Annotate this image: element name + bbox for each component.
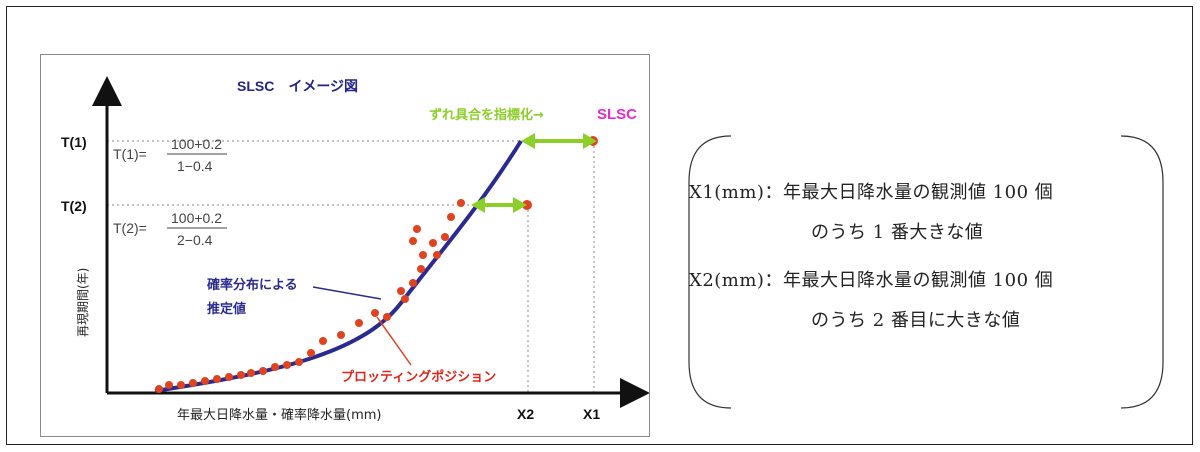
note-x1-definition-cont: のうち 1 番大きな値 (811, 222, 984, 243)
data-point (271, 363, 279, 371)
data-point (401, 295, 409, 303)
data-point (441, 233, 449, 241)
data-point (417, 265, 425, 273)
data-point (177, 381, 185, 389)
data-point (409, 237, 417, 245)
points-label-pointer (376, 316, 412, 366)
data-point (419, 251, 427, 259)
data-point (237, 371, 245, 379)
data-point (337, 331, 345, 339)
t2-denominator: 2−0.4 (177, 232, 213, 248)
curve-label-pointer (312, 286, 382, 300)
t1-axis-label: T(1) (61, 134, 87, 150)
curve-label-line2: 推定値 (207, 301, 246, 317)
data-point (307, 349, 315, 357)
guide-lines (107, 140, 595, 393)
data-point (397, 287, 405, 295)
data-point (201, 377, 209, 385)
figure-title: SLSC イメージ図 (237, 78, 358, 94)
data-point (189, 379, 197, 387)
probability-distribution-curve (154, 139, 523, 393)
data-point (413, 225, 421, 233)
y-axis-label: 再現期間(年) (76, 268, 90, 337)
data-point (447, 213, 455, 221)
t1-formula-lhs: T(1)= (113, 146, 147, 162)
data-point (295, 358, 303, 366)
data-point (155, 385, 163, 393)
note-x2-definition-cont: のうち 2 番目に大きな値 (811, 310, 1021, 331)
note-brackets (688, 135, 1164, 409)
plotting-points (155, 136, 598, 393)
data-point (433, 251, 441, 259)
definition-note: X1(mm)：年最大日降水量の観測値 100 個 のうち 1 番大きな値 X2(… (683, 132, 1183, 412)
data-point (383, 313, 391, 321)
left-bracket (688, 135, 732, 409)
x2-tick: X2 (517, 406, 534, 422)
t2-formula-lhs: T(2)= (113, 220, 147, 236)
data-point (259, 367, 267, 375)
x1-tick: X1 (583, 406, 600, 422)
t1-denominator: 1−0.4 (177, 158, 213, 174)
t1-numerator: 100+0.2 (171, 136, 222, 152)
data-point (165, 381, 173, 389)
curve-label-line1: 確率分布による (207, 277, 298, 293)
data-point (429, 239, 437, 247)
note-x1-definition: X1(mm)：年最大日降水量の観測値 100 個 (689, 182, 1054, 203)
data-point (457, 199, 465, 207)
deviation-arrows (471, 133, 597, 213)
data-point (319, 337, 327, 345)
data-point (409, 279, 417, 287)
points-label: プロッティングポジション (341, 369, 496, 385)
note-x2-definition: X2(mm)：年最大日降水量の観測値 100 個 (689, 270, 1054, 291)
right-bracket (1120, 135, 1164, 409)
t2-axis-label: T(2) (61, 198, 87, 214)
t2-numerator: 100+0.2 (171, 210, 222, 226)
deviation-label: ずれ具合を指標化→ (429, 107, 544, 123)
slsc-label: SLSC (597, 106, 637, 123)
data-point (355, 319, 363, 327)
data-point (225, 373, 233, 381)
page-frame: SLSC イメージ図 ずれ具合を指標化→ SLSC T(1) T(2) T(1)… (6, 6, 1193, 445)
data-point (283, 361, 291, 369)
data-point (213, 375, 221, 383)
x-axis-label: 年最大日降水量・確率降水量(mm) (177, 407, 381, 423)
data-point (247, 369, 255, 377)
slsc-diagram: SLSC イメージ図 ずれ具合を指標化→ SLSC T(1) T(2) T(1)… (61, 76, 649, 423)
slsc-figure: SLSC イメージ図 ずれ具合を指標化→ SLSC T(1) T(2) T(1)… (40, 54, 650, 437)
data-point (371, 309, 379, 317)
